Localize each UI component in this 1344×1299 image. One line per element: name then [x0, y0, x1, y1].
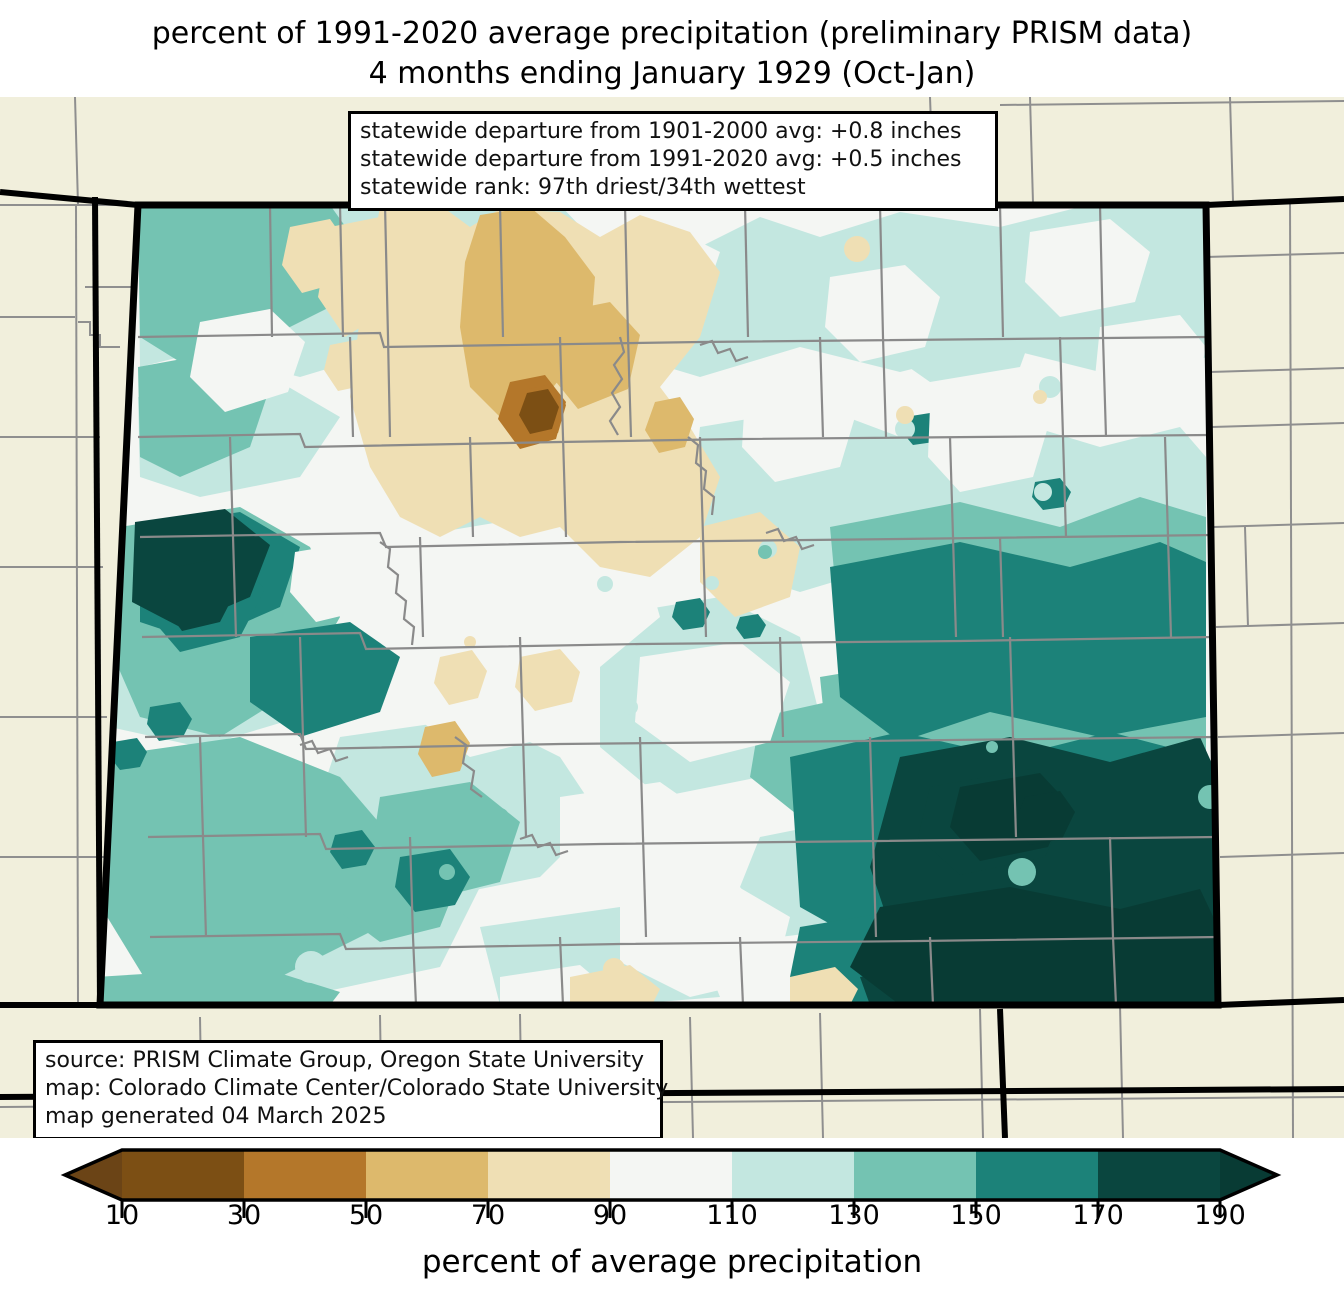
colorbar-border: [60, 1148, 1282, 1202]
source-box: source: PRISM Climate Group, Oregon Stat…: [33, 1040, 669, 1138]
colorbar-band: [610, 1150, 733, 1200]
colorbar-band: [244, 1150, 367, 1200]
stats-line-2: statewide departure from 1991-2020 avg: …: [360, 147, 962, 172]
colorbar-axis-label: percent of average precipitation: [421, 1244, 923, 1280]
colorbar-band: [1098, 1150, 1221, 1200]
precipitation-map: statewide departure from 1901-2000 avg: …: [0, 97, 1344, 1138]
colorbar-band: [122, 1150, 245, 1200]
stats-line-3: statewide rank: 97th driest/34th wettest: [360, 175, 806, 200]
colorbar: 10 30 50 70 90 110 130 150 170 190 percent of ave…: [0, 1138, 1344, 1299]
colorbar-tick-label: 90: [592, 1200, 628, 1231]
page-title: percent of 1991-2020 average precipitati…: [0, 0, 1344, 94]
title-line-1: percent of 1991-2020 average precipitati…: [151, 16, 1193, 51]
colorbar-tick-label: 170: [1072, 1200, 1124, 1231]
colorbar-tick-label: 10: [104, 1200, 140, 1231]
outside-county-lines: [0, 97, 1344, 1138]
colorbar-tick-label: 70: [470, 1200, 506, 1231]
colorbar-tick-label: 190: [1194, 1200, 1246, 1231]
colorbar-ticks: [120, 1200, 1222, 1218]
colorbar-tick-label: 110: [706, 1200, 758, 1231]
colorbar-band: [366, 1150, 489, 1200]
colorbar-tick-label: 30: [226, 1200, 262, 1231]
precip-contours: [100, 205, 1218, 1005]
colorbar-svg: [60, 1148, 1282, 1218]
colorbar-band: [732, 1150, 855, 1200]
source-line-3: map generated 04 March 2025: [45, 1104, 387, 1129]
colorbar-band: [976, 1150, 1099, 1200]
title-line-2: 4 months ending January 1929 (Oct-Jan): [368, 56, 976, 91]
stats-line-1: statewide departure from 1901-2000 avg: …: [360, 119, 962, 144]
colorbar-outline: [60, 1148, 1282, 1202]
colorbar-tick-label: 150: [950, 1200, 1002, 1231]
source-line-1: source: PRISM Climate Group, Oregon Stat…: [45, 1048, 645, 1073]
county-lines: [137, 205, 1218, 1005]
statistics-box: statewide departure from 1901-2000 avg: …: [348, 111, 998, 211]
colorbar-band: [488, 1150, 611, 1200]
map-canvas: [0, 97, 1344, 1138]
colorbar-tick-label: 50: [348, 1200, 384, 1231]
colorbar-bands: [65, 1150, 1277, 1200]
colorbar-band: [854, 1150, 977, 1200]
source-line-2: map: Colorado Climate Center/Colorado St…: [45, 1076, 669, 1101]
colorbar-band-low-extend: [65, 1150, 122, 1200]
colorbar-tick-label: 130: [828, 1200, 880, 1231]
colorbar-band-high-extend: [1220, 1150, 1277, 1200]
